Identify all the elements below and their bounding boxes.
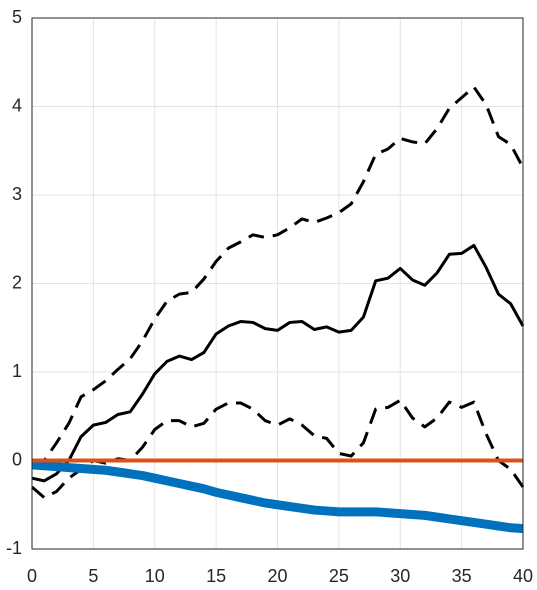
x-tick-label: 0 — [27, 566, 37, 586]
x-tick-label: 15 — [206, 566, 226, 586]
series-line — [31, 243, 525, 483]
x-tick-label: 10 — [145, 566, 165, 586]
y-tick-label: 5 — [12, 7, 22, 27]
y-tick-label: -1 — [6, 538, 22, 558]
x-tick-label: 20 — [267, 566, 287, 586]
y-tick-label: 3 — [12, 184, 22, 204]
series-line — [31, 85, 525, 467]
series-line — [31, 398, 525, 500]
x-tick-label: 35 — [452, 566, 472, 586]
x-tick-label: 25 — [329, 566, 349, 586]
plot-frame — [31, 17, 524, 550]
y-tick-label: 0 — [12, 449, 22, 469]
x-tick-label: 5 — [88, 566, 98, 586]
y-tick-label: 2 — [12, 272, 22, 292]
series-line — [31, 460, 524, 534]
y-tick-label: 4 — [12, 95, 22, 115]
y-tick-label: 1 — [12, 361, 22, 381]
x-tick-label: 30 — [390, 566, 410, 586]
x-tick-label: 40 — [513, 566, 533, 586]
